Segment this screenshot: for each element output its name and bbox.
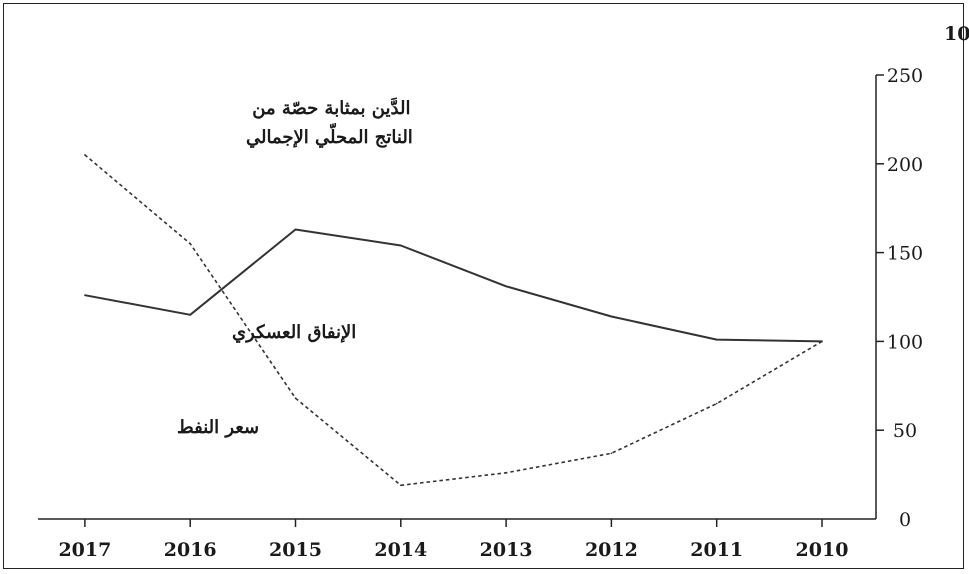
x-tick-label: 2016 — [164, 539, 217, 561]
series-line-debt — [84, 154, 823, 487]
x-tick-label: 2012 — [585, 539, 638, 561]
axes: 0 50 100 150 200 250 2010 2011 2012 2013 2014 2015 2… — [38, 65, 923, 561]
data-point — [610, 452, 613, 455]
data-point — [505, 285, 507, 288]
data-point — [400, 484, 402, 487]
data-point — [400, 244, 402, 247]
x-tick-label: 2013 — [480, 539, 533, 561]
series-label-military: الإنفاق العسكري — [232, 322, 356, 343]
data-point — [715, 402, 718, 405]
data-point — [715, 338, 718, 341]
y-tick-label: 150 — [887, 243, 923, 265]
y-tick-label: 100 — [887, 331, 923, 353]
data-point — [84, 154, 86, 156]
x-tick-label: 2015 — [269, 539, 322, 561]
series-lines — [84, 154, 823, 487]
data-point — [610, 315, 613, 318]
y-tick-label: 0 — [899, 509, 911, 531]
y-tick-label: 200 — [887, 154, 923, 176]
data-point — [294, 228, 297, 231]
chart-title: المؤشّر حيث سنة 2010 = 100 — [944, 23, 969, 45]
data-point — [821, 340, 823, 343]
data-point — [84, 294, 86, 297]
x-tick-label: 2010 — [796, 539, 849, 561]
y-tick-label: 250 — [887, 65, 923, 87]
series-label-debt: الدَّين بمثابة حصّة من الناتج المحلّي ال… — [246, 97, 413, 148]
x-tick-label: 2011 — [690, 539, 743, 561]
y-tick-label: 50 — [893, 420, 917, 442]
x-tick-label: 2017 — [58, 539, 111, 561]
x-tick-label: 2014 — [374, 539, 427, 561]
series-label-debt-line-2: الناتج المحلّي الإجمالي — [246, 123, 413, 148]
series-label-debt-line-1: الدَّين بمثابة حصّة من — [252, 97, 410, 119]
annotation-oil-price: سعر النفط — [177, 417, 259, 438]
data-point — [189, 313, 191, 316]
data-point — [505, 472, 507, 474]
chart-frame — [3, 3, 964, 569]
series-line-military — [84, 228, 823, 343]
data-point — [294, 397, 297, 400]
data-point — [189, 242, 191, 245]
